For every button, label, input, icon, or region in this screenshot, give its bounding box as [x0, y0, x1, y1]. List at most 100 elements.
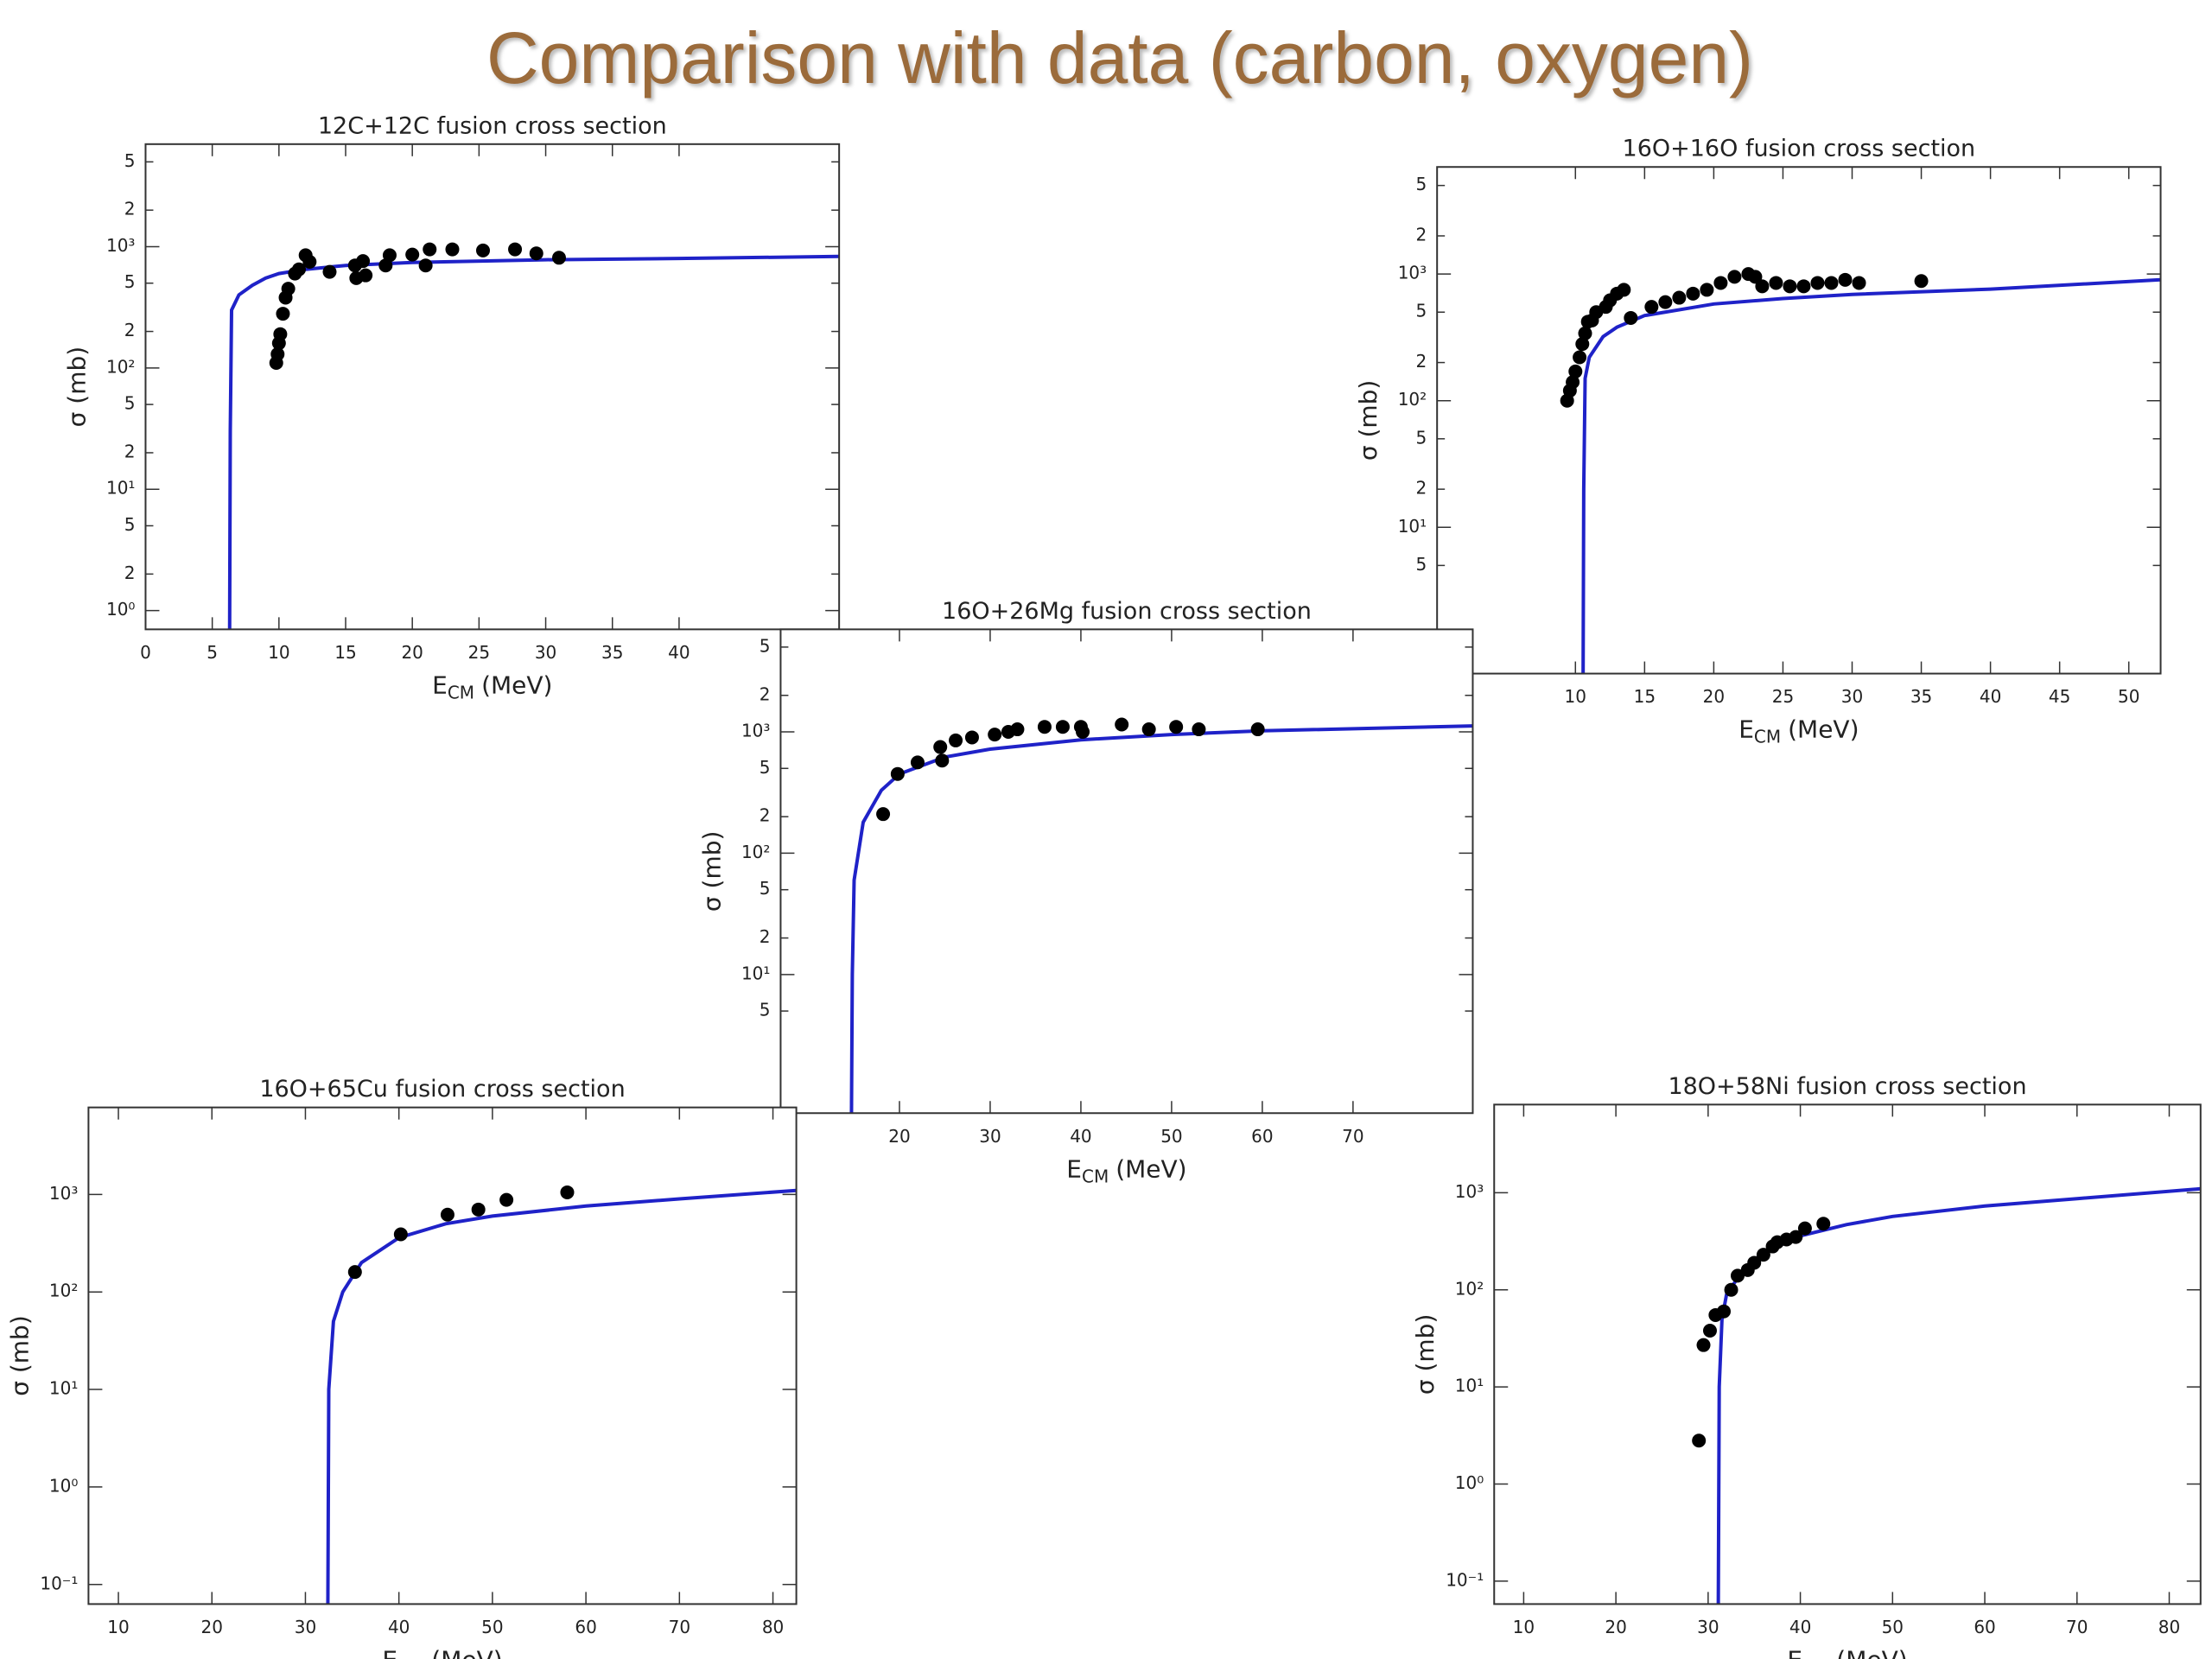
x-axis-label-sub: CM	[397, 1656, 424, 1659]
y-tick-label: 10³	[1455, 1181, 1484, 1202]
x-tick-label: 60	[575, 1617, 596, 1637]
data-point	[1192, 722, 1206, 737]
data-point	[935, 753, 950, 768]
y-tick-label: 5	[124, 514, 136, 535]
chart: 16O+65Cu fusion cross section 10⁻¹ 10⁰ 10¹ 1…	[5, 1076, 798, 1659]
y-tick-label: 5	[124, 393, 136, 414]
x-tick-label: 10	[268, 642, 289, 663]
x-tick-label: 25	[468, 642, 490, 663]
x-tick-label: 40	[668, 642, 690, 663]
data-point	[1700, 283, 1714, 297]
y-tick-label: 2	[1415, 351, 1427, 372]
y-tick-label: 5	[124, 271, 136, 292]
data-point	[1566, 375, 1580, 390]
data-point	[1731, 1268, 1745, 1283]
x-tick-label: 40	[388, 1617, 410, 1637]
y-tick-label: 5	[760, 635, 771, 656]
data-point	[1578, 326, 1592, 340]
y-tick-label: 10¹	[1398, 516, 1427, 537]
x-axis-label-unit: (MeV)	[1116, 1154, 1186, 1183]
y-tick-label: 2	[1415, 478, 1427, 499]
data-point	[949, 733, 963, 747]
x-tick-label: 80	[2158, 1617, 2180, 1637]
chart: 16O+16O fusion cross section510¹2510²251…	[1354, 136, 2162, 747]
x-axis-label-unit: (MeV)	[1788, 715, 1859, 744]
data-point	[1692, 1433, 1707, 1448]
plot-background	[780, 629, 1473, 1114]
data-point	[302, 254, 317, 269]
x-axis-label-main: E	[1738, 715, 1754, 744]
y-tick-label: 5	[124, 150, 136, 171]
plot-background	[1494, 1104, 2201, 1605]
y-tick-label: 10³	[741, 721, 770, 741]
data-point	[1702, 1323, 1717, 1338]
x-tick-label: 10	[107, 1617, 129, 1637]
data-point	[1686, 286, 1700, 301]
data-point	[1010, 722, 1025, 737]
x-axis-label-sub: CM	[1754, 726, 1781, 747]
chart: 12C+12C fusion cross section10⁰2510¹2510…	[62, 112, 841, 702]
x-tick-label: 50	[481, 1617, 503, 1637]
data-point	[382, 248, 397, 263]
x-tick-label: 50	[1160, 1126, 1182, 1147]
x-tick-label: 70	[669, 1617, 690, 1637]
y-tick-label: 2	[760, 683, 771, 704]
x-tick-label: 20	[201, 1617, 223, 1637]
data-point	[988, 728, 1002, 742]
y-tick-label: 10¹	[741, 963, 770, 983]
data-point	[1816, 1217, 1831, 1231]
data-point	[1573, 350, 1587, 365]
data-point	[933, 740, 948, 754]
x-tick-label: 50	[2118, 686, 2139, 707]
data-point	[1696, 1338, 1711, 1352]
plot-area	[227, 242, 840, 630]
data-point	[471, 1202, 486, 1217]
data-point	[1658, 295, 1673, 309]
y-tick-label: 2	[760, 926, 771, 947]
x-axis-label-main: E	[382, 1645, 397, 1659]
x-axis-label: ECM (MeV)	[1787, 1645, 1907, 1659]
x-axis-label: ECM (MeV)	[1066, 1154, 1186, 1186]
data-point	[440, 1207, 454, 1222]
data-point	[359, 268, 373, 283]
x-axis-label-main: E	[1787, 1645, 1802, 1659]
data-point	[1575, 337, 1590, 352]
y-tick-label: 10⁰	[1455, 1472, 1484, 1493]
x-tick-label: 80	[762, 1617, 784, 1637]
x-tick-label: 60	[1974, 1617, 1995, 1637]
plot-area	[326, 1185, 797, 1605]
data-point	[356, 254, 371, 269]
y-tick-label: 10¹	[106, 478, 135, 499]
data-point	[1838, 272, 1853, 287]
data-point	[270, 346, 285, 361]
x-tick-label: 30	[1697, 1617, 1719, 1637]
y-tick-label: 10²	[49, 1281, 78, 1301]
data-point	[1115, 717, 1129, 732]
x-axis-label-unit: (MeV)	[1836, 1645, 1907, 1659]
x-tick-label: 20	[1703, 686, 1725, 707]
chart: 18O+58Ni fusion cross section 10⁻¹ 10⁰ 10¹ 1…	[1411, 1073, 2202, 1659]
data-point	[1644, 300, 1659, 315]
plot-area	[849, 717, 1473, 1114]
y-tick-label: 10⁰	[106, 599, 135, 620]
data-point	[1748, 270, 1763, 284]
x-tick-label: 40	[1789, 1617, 1811, 1637]
data-point	[1756, 1248, 1770, 1262]
y-tick-label: 10³	[106, 235, 135, 256]
x-tick-label: 25	[1772, 686, 1794, 707]
chart-title: 16O+16O fusion cross section	[1623, 136, 1976, 162]
data-point	[393, 1227, 408, 1242]
plot-frame	[144, 143, 841, 631]
y-tick-label: 2	[124, 563, 136, 583]
data-point	[1755, 279, 1770, 294]
chart-title: 16O+26Mg fusion cross section	[942, 598, 1312, 625]
data-point	[1724, 1282, 1738, 1297]
y-tick-label: 2	[124, 320, 136, 340]
y-tick-label: 5	[760, 878, 771, 899]
chart-title: 18O+58Ni fusion cross section	[1668, 1073, 2026, 1100]
y-tick-label: 5	[1415, 174, 1427, 194]
data-point	[276, 307, 290, 321]
data-point	[1672, 290, 1687, 305]
chart-title: 12C+12C fusion cross section	[318, 112, 667, 139]
